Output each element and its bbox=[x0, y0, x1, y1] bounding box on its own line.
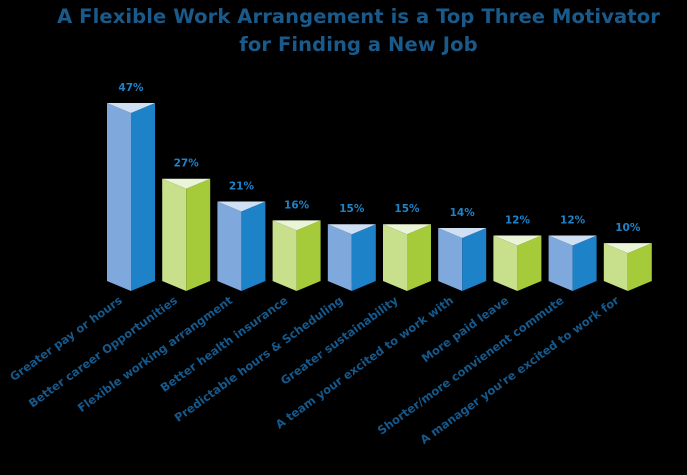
value-label: 15% bbox=[339, 203, 365, 215]
bar-5 bbox=[327, 224, 376, 291]
bar-right-face bbox=[627, 243, 652, 291]
bar-right-face bbox=[572, 235, 597, 291]
value-label: 15% bbox=[394, 203, 420, 215]
bar-left-face bbox=[438, 227, 463, 291]
bar-left-face bbox=[327, 224, 352, 291]
chart-title-line-1: A Flexible Work Arrangement is a Top Thr… bbox=[57, 5, 660, 28]
bar-right-face bbox=[296, 220, 321, 291]
bar-9 bbox=[548, 235, 597, 291]
bar-right-face bbox=[241, 201, 266, 291]
value-label: 14% bbox=[450, 207, 476, 219]
bar-7 bbox=[438, 227, 487, 291]
bar-top-face bbox=[438, 227, 487, 238]
bar-top-face bbox=[603, 243, 652, 254]
bar-right-face bbox=[407, 224, 431, 291]
bar-top-face bbox=[217, 201, 266, 212]
bar-top-face bbox=[162, 178, 211, 189]
bar-right-face bbox=[131, 103, 155, 291]
bar-top-face bbox=[327, 224, 376, 235]
bar-right-face bbox=[517, 235, 542, 291]
bar-right-face bbox=[186, 178, 211, 291]
bar-6 bbox=[383, 224, 431, 291]
bars-group bbox=[107, 103, 652, 291]
bar-top-face bbox=[383, 224, 431, 235]
chart-title-line-2: for Finding a New Job bbox=[239, 33, 478, 56]
bar-top-face bbox=[272, 220, 321, 231]
bar-left-face bbox=[603, 243, 628, 291]
bar-left-face bbox=[383, 224, 407, 291]
bar-2 bbox=[162, 178, 211, 291]
bar-left-face bbox=[217, 201, 242, 291]
bar-left-face bbox=[272, 220, 297, 291]
value-label: 12% bbox=[560, 215, 586, 227]
bar-3 bbox=[217, 201, 266, 291]
value-labels-group: 47% 27% 21% 16% 15% 15% 14% 12% 12% 10% bbox=[118, 82, 640, 234]
bar-left-face bbox=[493, 235, 518, 291]
bar-8 bbox=[493, 235, 542, 291]
bar-right-face bbox=[351, 224, 376, 291]
bar-10 bbox=[603, 243, 652, 291]
bar-top-face bbox=[107, 103, 155, 113]
value-label: 21% bbox=[229, 180, 255, 192]
value-label: 12% bbox=[505, 215, 531, 227]
bar-left-face bbox=[107, 103, 131, 291]
value-label: 10% bbox=[615, 222, 641, 234]
bar-right-face bbox=[462, 227, 487, 291]
chart-title: A Flexible Work Arrangement is a Top Thr… bbox=[0, 3, 687, 59]
bar-top-face bbox=[548, 235, 597, 246]
value-label: 16% bbox=[284, 199, 310, 211]
bar-1 bbox=[107, 103, 155, 291]
bar-top-face bbox=[493, 235, 542, 246]
category-label: A manager you're excited to work for bbox=[417, 293, 621, 447]
bar-left-face bbox=[162, 178, 187, 291]
value-label: 27% bbox=[174, 158, 200, 170]
bar-left-face bbox=[548, 235, 573, 291]
bar-4 bbox=[272, 220, 321, 291]
value-label: 47% bbox=[118, 82, 144, 94]
